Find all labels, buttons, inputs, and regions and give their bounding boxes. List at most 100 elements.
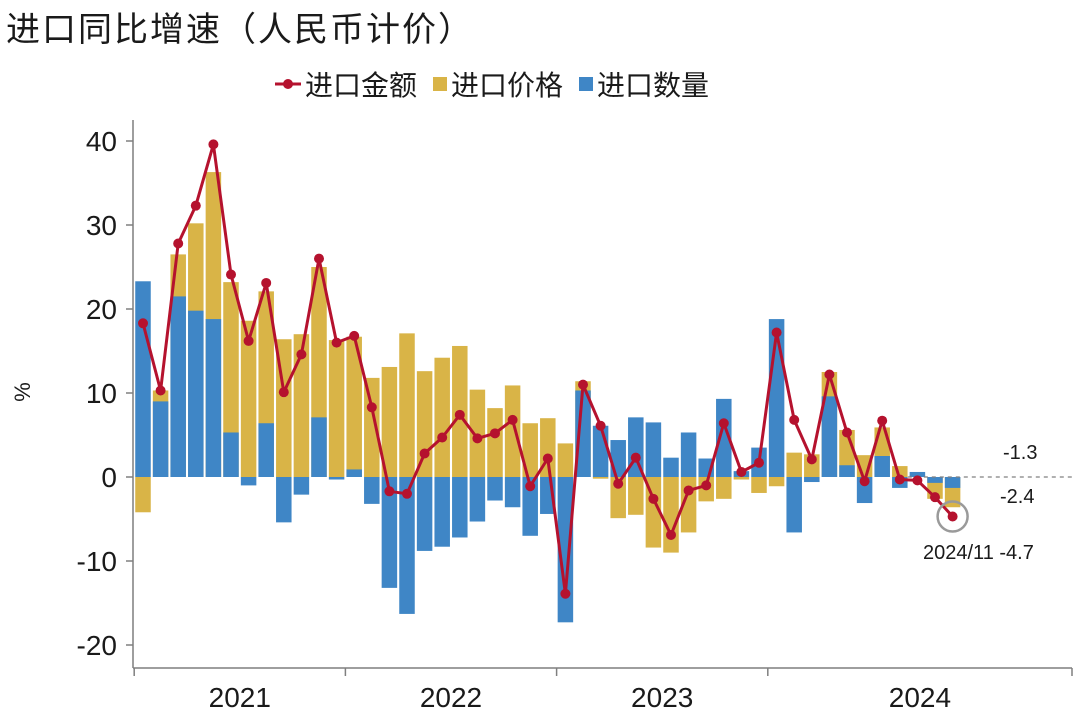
amount-point (806, 454, 817, 465)
amount-point (666, 529, 676, 540)
amount-point (296, 349, 307, 360)
amount-point (701, 480, 712, 491)
amount-point (630, 452, 641, 463)
legend-item-price: 进口价格 (433, 64, 563, 104)
price-bar (716, 477, 732, 499)
y-tick-label: 40 (86, 126, 117, 157)
quantity-bar (663, 457, 679, 477)
amount-point (278, 387, 289, 398)
quantity-bar (416, 477, 433, 551)
quantity-bar (680, 432, 697, 477)
x-tick-label: 2022 (420, 682, 482, 713)
quantity-bar (240, 477, 257, 486)
y-tick-label: 20 (86, 294, 117, 325)
price-bar (645, 477, 662, 548)
quantity-bar (434, 477, 450, 547)
price-bar (786, 452, 802, 477)
quantity-bar (135, 281, 151, 477)
y-tick-label: 0 (101, 462, 117, 493)
amount-point (771, 327, 782, 338)
price-bar (610, 477, 626, 519)
amount-point (243, 335, 254, 346)
quantity-bar (223, 432, 239, 477)
quantity-bar (786, 477, 802, 533)
price-bar (592, 477, 609, 479)
quantity-bar (381, 477, 398, 588)
data-annotation: 2024/11 -4.7 (923, 542, 1034, 564)
amount-point (595, 420, 606, 431)
amount-point (384, 486, 395, 497)
data-annotation: -2.4 (1000, 486, 1034, 508)
y-tick-label: 10 (86, 378, 117, 409)
amount-point (490, 428, 500, 439)
amount-point (366, 402, 377, 413)
chart-title: 进口同比增速（人民币计价） (6, 10, 474, 50)
quantity-bar (452, 477, 468, 538)
amount-point (155, 385, 166, 396)
legend-label-price: 进口价格 (451, 69, 564, 102)
amount-point (472, 433, 483, 444)
amount-point (859, 476, 870, 487)
price-bar (240, 320, 257, 477)
amount-point (842, 427, 852, 438)
amount-point (261, 277, 272, 288)
amount-point (877, 415, 888, 426)
amount-point (419, 448, 430, 459)
quantity-bar (469, 477, 486, 522)
amount-point (314, 253, 324, 264)
x-tick-label: 2021 (209, 682, 271, 713)
price-bar (733, 477, 750, 480)
quantity-bar (346, 469, 362, 477)
quantity-bar (909, 471, 926, 477)
y-tick-label: -20 (77, 630, 117, 661)
amount-point (507, 414, 518, 425)
quantity-bar (205, 319, 222, 477)
price-bar (399, 333, 415, 477)
price-bar (364, 377, 380, 477)
quantity-bar (944, 477, 961, 488)
amount-point (542, 453, 553, 464)
amount-point (331, 337, 342, 348)
x-tick-label: 2024 (889, 682, 951, 713)
price-bar (135, 477, 151, 513)
quantity-bar (821, 396, 838, 477)
quantity-bar (839, 465, 855, 477)
data-annotation: -1.3 (1003, 442, 1037, 464)
amount-point (173, 238, 184, 249)
price-bar (416, 371, 433, 477)
quantity-bar (328, 477, 345, 480)
price-bar (223, 282, 239, 477)
price-bar (557, 443, 574, 477)
amount-point (560, 588, 571, 599)
amount-point (754, 457, 764, 468)
quantity-bar (170, 296, 186, 477)
legend-line-swatch (275, 79, 301, 89)
quantity-bar (522, 477, 538, 536)
legend-item-amount: 进口金额 (275, 64, 417, 104)
quantity-bar (258, 423, 274, 477)
price-bar (504, 385, 521, 477)
quantity-bar (364, 477, 380, 504)
legend-label-amount: 进口金额 (305, 69, 418, 102)
price-bar (628, 477, 644, 515)
amount-point (894, 474, 905, 485)
price-bar (522, 423, 538, 477)
amount-point (578, 379, 588, 390)
legend-bar-swatch-price (433, 77, 448, 91)
price-bar (892, 466, 908, 477)
amount-point (402, 488, 412, 499)
price-bar (381, 366, 398, 477)
quantity-bar (804, 477, 820, 483)
amount-point (736, 466, 747, 477)
price-bar (346, 336, 362, 477)
amount-point (613, 478, 624, 489)
legend-label-quantity: 进口数量 (597, 69, 710, 102)
quantity-bar (152, 401, 169, 477)
quantity-bar (716, 398, 732, 477)
price-bar (487, 408, 503, 477)
quantity-bar (645, 422, 662, 477)
quantity-bar (504, 477, 521, 508)
quantity-bar (276, 477, 292, 523)
amount-point (190, 200, 201, 211)
